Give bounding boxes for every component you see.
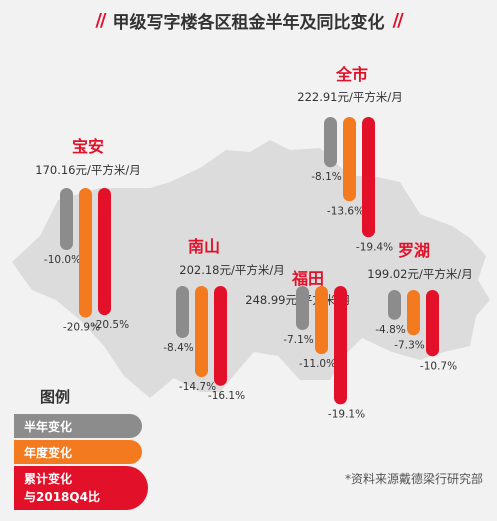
district-name: 全市 xyxy=(335,65,368,84)
page-title: 甲级写字楼各区租金半年及同比变化 xyxy=(112,12,385,33)
bar-cumulative xyxy=(362,117,375,238)
legend-label-cumulative: 累计变化 xyxy=(24,472,73,486)
bar-annual xyxy=(195,286,208,378)
district-rent: 202.18元/平方米/月 xyxy=(179,263,285,277)
legend-title: 图例 xyxy=(40,388,71,406)
legend-item-cumulative: 累计变化 与2018Q4比 xyxy=(14,466,148,510)
bar-annual xyxy=(315,286,328,355)
bar-half xyxy=(388,290,401,320)
data-label-cumulative: -10.7% xyxy=(420,360,457,372)
data-label-half: -10.0% xyxy=(44,254,81,266)
bar-half xyxy=(296,286,309,331)
bar-cumulative xyxy=(98,188,111,316)
data-label-half: -8.4% xyxy=(163,342,193,354)
legend-label-half-year: 半年变化 xyxy=(24,419,73,434)
data-label-half: -4.8% xyxy=(375,324,405,336)
bar-cumulative xyxy=(214,286,227,386)
data-label-annual: -7.3% xyxy=(394,339,424,351)
data-label-annual: -20.9% xyxy=(63,322,100,334)
data-label-cumulative: -20.5% xyxy=(92,319,129,331)
data-label-half: -7.1% xyxy=(283,334,313,346)
data-label-annual: -13.6% xyxy=(327,205,364,217)
bar-annual xyxy=(343,117,356,202)
district-name: 福田 xyxy=(291,269,324,288)
bar-half xyxy=(176,286,189,339)
data-label-half: -8.1% xyxy=(311,171,341,183)
legend-item-half-year: 半年变化 xyxy=(14,414,142,438)
bar-annual xyxy=(407,290,420,336)
data-label-cumulative: -19.1% xyxy=(328,408,365,420)
district-rent: 222.91元/平方米/月 xyxy=(297,90,403,104)
title-slashes-left: // xyxy=(95,9,106,31)
bar-half xyxy=(324,117,337,168)
district-name: 罗湖 xyxy=(398,241,430,260)
legend-label-cumulative-2: 与2018Q4比 xyxy=(24,490,100,504)
data-label-cumulative: -16.1% xyxy=(208,390,245,402)
bar-cumulative xyxy=(426,290,439,357)
bar-annual xyxy=(79,188,92,318)
legend-item-annual: 年度变化 xyxy=(14,440,142,464)
district-name: 宝安 xyxy=(72,137,104,156)
bar-cumulative xyxy=(334,286,347,405)
title-slashes-right: // xyxy=(392,9,404,31)
data-label-annual: -11.0% xyxy=(299,358,336,370)
district-name: 南山 xyxy=(188,237,220,256)
district-rent: 199.02元/平方米/月 xyxy=(367,267,473,281)
source-note: *资料来源戴德梁行研究部 xyxy=(344,472,483,486)
data-label-annual: -14.7% xyxy=(179,381,216,393)
legend-label-annual: 年度变化 xyxy=(24,445,73,460)
title-bar: // 甲级写字楼各区租金半年及同比变化 // xyxy=(0,0,497,40)
district-rent: 170.16元/平方米/月 xyxy=(35,163,141,177)
bar-half xyxy=(60,188,73,250)
data-label-cumulative: -19.4% xyxy=(356,241,393,253)
